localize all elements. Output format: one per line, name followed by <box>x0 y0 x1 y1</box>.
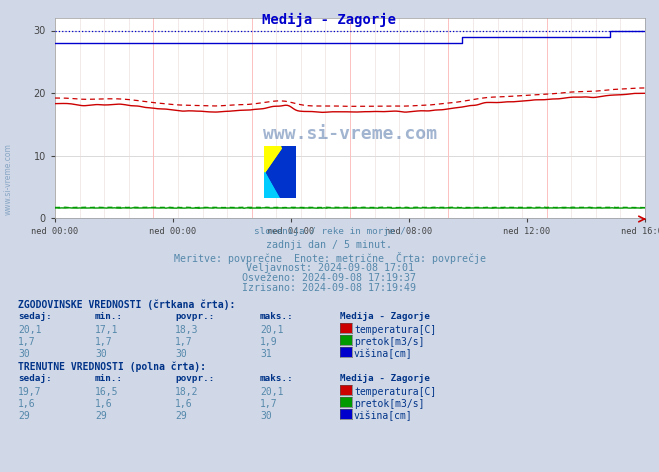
Text: Medija - Zagorje: Medija - Zagorje <box>340 374 430 383</box>
Text: 18,2: 18,2 <box>175 387 198 397</box>
Text: 29: 29 <box>175 411 186 421</box>
Polygon shape <box>264 172 279 198</box>
Text: 20,1: 20,1 <box>260 387 283 397</box>
Text: Osveženo: 2024-09-08 17:19:37: Osveženo: 2024-09-08 17:19:37 <box>243 273 416 283</box>
Text: 20,1: 20,1 <box>260 325 283 335</box>
Text: zadnji dan / 5 minut.: zadnji dan / 5 minut. <box>266 240 393 250</box>
Text: 1,6: 1,6 <box>95 399 113 409</box>
Text: 30: 30 <box>95 349 107 359</box>
Text: Veljavnost: 2024-09-08 17:01: Veljavnost: 2024-09-08 17:01 <box>246 263 413 273</box>
Text: temperatura[C]: temperatura[C] <box>354 387 436 397</box>
Text: višina[cm]: višina[cm] <box>354 411 413 421</box>
Text: 31: 31 <box>260 349 272 359</box>
Polygon shape <box>282 146 296 177</box>
Text: 17,1: 17,1 <box>95 325 119 335</box>
Text: 30: 30 <box>18 349 30 359</box>
Polygon shape <box>264 146 296 198</box>
Text: 1,7: 1,7 <box>95 337 113 347</box>
Text: 1,9: 1,9 <box>260 337 277 347</box>
Text: 1,7: 1,7 <box>175 337 192 347</box>
Text: 19,7: 19,7 <box>18 387 42 397</box>
Text: www.si-vreme.com: www.si-vreme.com <box>263 125 437 143</box>
Text: povpr.:: povpr.: <box>175 374 214 383</box>
Text: min.:: min.: <box>95 312 123 321</box>
Text: Medija - Zagorje: Medija - Zagorje <box>340 312 430 321</box>
Text: Meritve: povprečne  Enote: metrične  Črta: povprečje: Meritve: povprečne Enote: metrične Črta:… <box>173 252 486 264</box>
Text: 18,3: 18,3 <box>175 325 198 335</box>
Text: 1,6: 1,6 <box>175 399 192 409</box>
Text: 29: 29 <box>18 411 30 421</box>
Text: 1,6: 1,6 <box>18 399 36 409</box>
Text: 1,7: 1,7 <box>18 337 36 347</box>
Polygon shape <box>264 172 279 198</box>
Text: maks.:: maks.: <box>260 312 294 321</box>
Text: 1,7: 1,7 <box>260 399 277 409</box>
Text: min.:: min.: <box>95 374 123 383</box>
Text: Medija - Zagorje: Medija - Zagorje <box>262 13 397 27</box>
Text: 16,5: 16,5 <box>95 387 119 397</box>
Text: pretok[m3/s]: pretok[m3/s] <box>354 337 424 347</box>
Text: ZGODOVINSKE VREDNOSTI (črtkana črta):: ZGODOVINSKE VREDNOSTI (črtkana črta): <box>18 300 235 311</box>
Text: Izrisano: 2024-09-08 17:19:49: Izrisano: 2024-09-08 17:19:49 <box>243 283 416 293</box>
Text: 20,1: 20,1 <box>18 325 42 335</box>
Text: 30: 30 <box>260 411 272 421</box>
Text: slovenija / reke in morje /: slovenija / reke in morje / <box>254 227 405 236</box>
Text: www.si-vreme.com: www.si-vreme.com <box>3 143 13 215</box>
Text: povpr.:: povpr.: <box>175 312 214 321</box>
Text: pretok[m3/s]: pretok[m3/s] <box>354 399 424 409</box>
Polygon shape <box>282 146 296 177</box>
Polygon shape <box>264 146 282 172</box>
Text: sedaj:: sedaj: <box>18 312 52 321</box>
Text: višina[cm]: višina[cm] <box>354 349 413 359</box>
Polygon shape <box>264 146 296 198</box>
Text: sedaj:: sedaj: <box>18 374 52 383</box>
Text: TRENUTNE VREDNOSTI (polna črta):: TRENUTNE VREDNOSTI (polna črta): <box>18 362 206 372</box>
Text: temperatura[C]: temperatura[C] <box>354 325 436 335</box>
Text: 29: 29 <box>95 411 107 421</box>
Polygon shape <box>264 146 282 172</box>
Text: 30: 30 <box>175 349 186 359</box>
Text: maks.:: maks.: <box>260 374 294 383</box>
